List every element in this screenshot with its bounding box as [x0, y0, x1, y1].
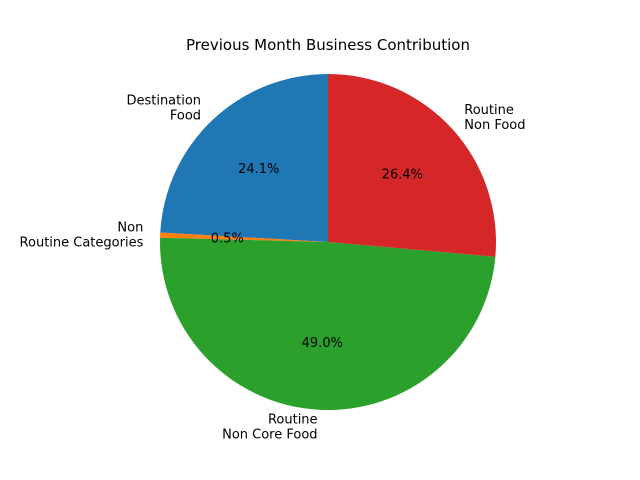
slice-label-line: Routine [464, 103, 514, 118]
slice-label-line: Non [117, 220, 143, 235]
slice-label-line: Destination [126, 94, 201, 109]
slice-percentage-3: 26.4% [382, 167, 423, 182]
pie-slice-1 [160, 232, 328, 242]
slice-label-line: Non Food [464, 118, 525, 133]
pie-slice-0 [160, 74, 328, 242]
pie-slice-3 [328, 74, 496, 257]
slice-label-line: Routine [268, 413, 318, 428]
chart-title: Previous Month Business Contribution [186, 36, 470, 54]
slice-label-line: Food [170, 109, 201, 124]
slice-label-line: Routine Categories [20, 235, 144, 250]
slice-percentage-1: 0.5% [211, 231, 244, 246]
slice-label-1: Non Routine Categories [20, 220, 144, 250]
slice-label-0: Destination Food [126, 94, 201, 124]
slice-percentage-0: 24.1% [238, 162, 279, 177]
slice-label-2: Routine Non Core Food [222, 413, 317, 443]
pie-slices [160, 74, 496, 410]
pie-slice-2 [160, 237, 496, 410]
slice-label-line: Non Core Food [222, 428, 317, 443]
slice-percentage-2: 49.0% [302, 336, 343, 351]
slice-percentages: 24.1% 0.5% 49.0% 26.4% [211, 162, 423, 351]
slice-label-3: Routine Non Food [464, 103, 525, 133]
